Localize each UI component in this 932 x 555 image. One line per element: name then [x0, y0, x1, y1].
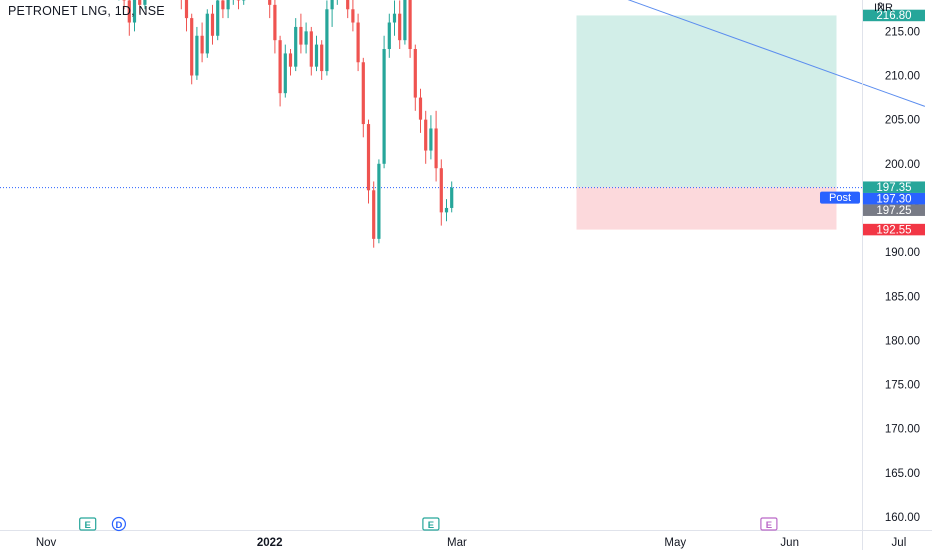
event-marker-label: D — [115, 520, 122, 531]
candle-body[interactable] — [398, 14, 401, 40]
y-tick-label: 185.00 — [885, 291, 920, 303]
candle-body[interactable] — [221, 0, 224, 9]
price-label: 197.30 — [876, 193, 911, 205]
candle-body[interactable] — [294, 27, 297, 67]
candle-body[interactable] — [273, 5, 276, 40]
candle-body[interactable] — [268, 0, 271, 5]
x-tick-label: Jul — [892, 537, 907, 549]
x-tick-label: Mar — [447, 537, 467, 549]
event-marker-label: E — [85, 520, 91, 531]
candle-body[interactable] — [440, 168, 443, 212]
candle-body[interactable] — [403, 0, 406, 40]
candle-body[interactable] — [305, 31, 308, 44]
candle-body[interactable] — [279, 40, 282, 93]
candle-body[interactable] — [320, 45, 323, 71]
candle-body[interactable] — [325, 9, 328, 71]
candle-body[interactable] — [284, 53, 287, 93]
chart-title: PETRONET LNG, 1D, NSE — [8, 4, 165, 18]
candle-body[interactable] — [185, 0, 188, 18]
candle-body[interactable] — [419, 98, 422, 120]
y-tick-label: 180.00 — [885, 335, 920, 347]
price-label: 192.55 — [876, 224, 911, 236]
candle-body[interactable] — [201, 36, 204, 54]
candle-body[interactable] — [351, 9, 354, 22]
y-tick-label: 160.00 — [885, 512, 920, 524]
candle-body[interactable] — [195, 36, 198, 76]
candle-body[interactable] — [377, 164, 380, 239]
candle-body[interactable] — [367, 124, 370, 190]
candle-body[interactable] — [414, 49, 417, 98]
x-tick-label: Jun — [780, 537, 799, 549]
x-tick-label: May — [664, 537, 686, 549]
candle-body[interactable] — [227, 0, 230, 9]
y-tick-label: 210.00 — [885, 71, 920, 83]
x-tick-label: Nov — [36, 537, 57, 549]
candle-body[interactable] — [315, 45, 318, 67]
candle-body[interactable] — [435, 128, 438, 168]
candle-body[interactable] — [310, 31, 313, 66]
event-marker-label: E — [428, 520, 434, 531]
event-marker-label: E — [766, 520, 772, 531]
y-tick-label: 190.00 — [885, 247, 920, 259]
y-tick-label: 170.00 — [885, 424, 920, 436]
x-tick-label: 2022 — [257, 537, 283, 549]
candle-body[interactable] — [289, 53, 292, 66]
candle-body[interactable] — [299, 27, 302, 45]
candle-body[interactable] — [383, 49, 386, 164]
candle-body[interactable] — [409, 0, 412, 49]
candle-body[interactable] — [388, 23, 391, 49]
y-tick-label: 215.00 — [885, 26, 920, 38]
candle-body[interactable] — [211, 14, 214, 36]
y-tick-label: 205.00 — [885, 115, 920, 127]
currency-label: INR — [874, 2, 893, 14]
y-tick-label: 165.00 — [885, 468, 920, 480]
price-label: 197.35 — [876, 182, 911, 194]
candle-body[interactable] — [372, 190, 375, 239]
loss-zone[interactable] — [577, 187, 837, 229]
candle-body[interactable] — [445, 208, 448, 212]
y-tick-label: 175.00 — [885, 380, 920, 392]
profit-zone[interactable] — [577, 15, 837, 187]
candle-body[interactable] — [331, 0, 334, 9]
y-tick-label: 200.00 — [885, 159, 920, 171]
candle-body[interactable] — [190, 18, 193, 75]
candle-body[interactable] — [393, 14, 396, 23]
candle-body[interactable] — [357, 23, 360, 63]
candle-body[interactable] — [429, 128, 432, 150]
candle-body[interactable] — [206, 14, 209, 54]
candle-body[interactable] — [346, 0, 349, 9]
post-badge-label: Post — [829, 192, 851, 204]
candle-body[interactable] — [424, 120, 427, 151]
candle-body[interactable] — [362, 62, 365, 124]
price-label: 197.25 — [876, 205, 911, 217]
candle-body[interactable] — [216, 0, 219, 35]
candle-body[interactable] — [450, 188, 453, 208]
